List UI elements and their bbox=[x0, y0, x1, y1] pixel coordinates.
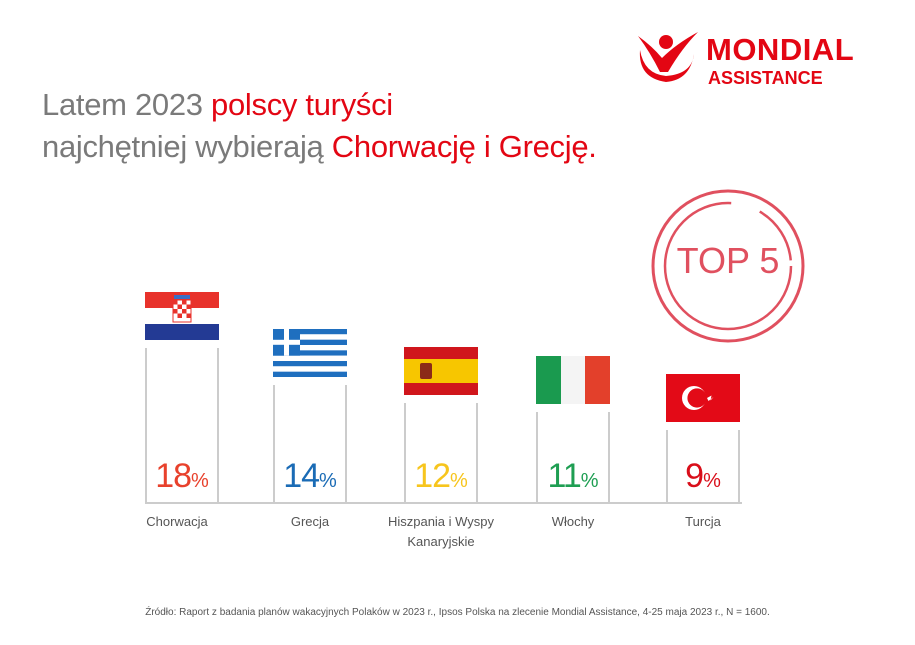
source-note: Źródło: Raport z badania planów wakacyjn… bbox=[145, 607, 770, 618]
category-label: Włochy bbox=[551, 514, 595, 529]
data-label-value: 18 bbox=[155, 457, 192, 495]
page-title: Latem 2023 polscy turyści najchętniej wy… bbox=[42, 84, 597, 168]
italy-flag-icon bbox=[536, 355, 610, 409]
data-label-unit: % bbox=[319, 470, 337, 492]
bar-column bbox=[273, 384, 347, 503]
title-line2-gray: najchętniej wybierają bbox=[42, 129, 332, 164]
bar-column bbox=[666, 430, 740, 503]
data-label: 9% bbox=[656, 457, 750, 496]
title-line2-red: Chorwację i Grecję. bbox=[331, 129, 597, 164]
category-label: Hiszpania i Wyspy Kanaryjskie bbox=[387, 514, 495, 549]
category-label: Chorwacja bbox=[146, 514, 208, 529]
data-label-unit: % bbox=[580, 470, 599, 492]
data-label-value: 9 bbox=[685, 457, 704, 495]
data-label-value: 11 bbox=[547, 457, 581, 495]
spain-flag-icon bbox=[404, 346, 478, 400]
mondial-assistance-logo: MONDIAL ASSISTANCE bbox=[632, 26, 882, 96]
title-line1-gray: Latem 2023 bbox=[42, 87, 212, 122]
bar-column bbox=[404, 402, 478, 503]
badge-circle-icon bbox=[651, 189, 805, 343]
data-label-unit: % bbox=[450, 470, 468, 492]
bar-column bbox=[145, 348, 219, 503]
logo-word-mondial: MONDIAL bbox=[706, 32, 855, 67]
chart-baseline bbox=[145, 502, 742, 504]
data-label: 18% bbox=[135, 457, 229, 496]
logo-person-icon bbox=[638, 32, 698, 82]
data-label-unit: % bbox=[191, 470, 209, 492]
greece-flag-icon bbox=[273, 328, 347, 382]
logo-word-assistance: ASSISTANCE bbox=[708, 68, 823, 88]
category-label: Turcja bbox=[685, 514, 721, 529]
title-line1-red: polscy turyści bbox=[211, 87, 393, 122]
croatia-flag-icon bbox=[145, 292, 219, 345]
data-label: 14% bbox=[263, 457, 357, 496]
data-label-value: 12 bbox=[414, 457, 451, 495]
top5-badge: TOP 5 bbox=[650, 188, 806, 344]
data-label-unit: % bbox=[703, 470, 721, 492]
category-label: Grecja bbox=[290, 514, 330, 529]
badge-text: TOP 5 bbox=[676, 240, 780, 281]
data-label: 11% bbox=[526, 457, 620, 496]
bar-column bbox=[536, 411, 610, 503]
data-label-value: 14 bbox=[283, 457, 320, 495]
turkey-flag-icon bbox=[666, 374, 740, 427]
data-label: 12% bbox=[394, 457, 488, 496]
